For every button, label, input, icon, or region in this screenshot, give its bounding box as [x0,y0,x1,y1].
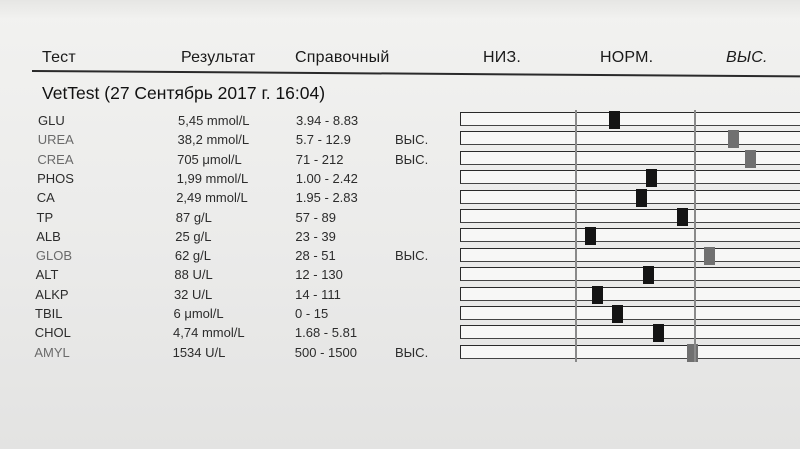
range-bar [460,246,800,265]
result-marker [745,149,756,168]
header-result: Результат [181,49,256,66]
result-marker [728,130,739,149]
result-marker [677,208,688,226]
range-bar [460,285,800,304]
range-graph [460,110,800,362]
test-result: 32 U/L [173,286,213,302]
result-marker [687,343,698,362]
range-bar [460,343,800,362]
high-flag: ВЫС. [395,151,429,167]
header-high: ВЫС. [726,49,768,66]
test-reference: 1.68 - 5.81 [294,325,358,341]
range-bar [460,305,800,323]
test-result: 1534 U/L [172,344,226,360]
test-name: CHOL [34,325,71,341]
result-marker [643,266,654,285]
test-name: CREA [37,151,74,167]
high-flag: ВЫС. [395,248,429,264]
report-title: VetTest (27 Сентябрь 2017 г. 16:04) [42,83,326,103]
test-name: CA [36,190,55,206]
range-bar [460,208,800,226]
normal-high-divider [694,110,696,362]
test-result: 38,2 mmol/L [177,132,250,148]
test-result: 87 g/L [175,209,212,225]
result-marker [609,111,620,129]
test-name: ALT [35,267,59,283]
result-marker [646,169,657,188]
table-row: TP 87 g/L 57 - 89 [0,210,460,229]
table-row: ALB 25 g/L 23 - 39 [0,229,460,248]
table-row: AMYL 1534 U/L 500 - 1500 ВЫС. [0,345,460,364]
test-reference: 1.00 - 2.42 [295,170,358,186]
test-reference: 23 - 39 [295,228,336,244]
test-result: 62 g/L [174,248,211,264]
result-marker [636,188,647,207]
header-low: НИЗ. [483,49,521,66]
header-normal: НОРМ. [600,49,654,66]
result-marker [653,324,664,343]
test-reference: 1.95 - 2.83 [295,190,358,206]
test-reference: 5.7 - 12.9 [295,132,351,148]
test-reference: 0 - 15 [295,306,329,321]
table-row: CHOL 4,74 mmol/L 1.68 - 5.81 [0,325,460,344]
table-row: ALT 88 U/L 12 - 130 [0,267,460,286]
test-name: ALKP [35,286,69,302]
range-bar [460,266,800,285]
range-bar [460,111,800,129]
test-result: 2,49 mmol/L [176,190,248,206]
test-result: 1,99 mmol/L [176,170,249,186]
range-bar [460,324,800,343]
test-reference: 500 - 1500 [294,344,357,360]
test-result: 705 μmol/L [177,151,242,167]
header-divider [31,70,800,78]
range-bar [460,169,800,188]
high-flag: ВЫС. [395,132,429,148]
test-reference: 71 - 212 [295,151,344,167]
result-marker [585,227,596,246]
test-name: UREA [37,132,74,148]
test-name: TBIL [35,306,63,321]
result-marker [612,305,623,323]
result-marker [592,285,603,304]
high-flag: ВЫС. [395,344,429,360]
test-name: PHOS [37,170,74,186]
table-row: GLOB 62 g/L 28 - 51 ВЫС. [0,248,460,267]
test-result: 6 μmol/L [173,306,224,321]
test-name: ALB [36,228,61,244]
result-marker [704,246,715,265]
test-result: 4,74 mmol/L [173,325,245,341]
test-reference: 57 - 89 [295,209,336,225]
test-result: 88 U/L [174,267,213,283]
test-result: 5,45 mmol/L [178,113,250,128]
table-row: CREA 705 μmol/L 71 - 212 ВЫС. [0,152,460,171]
table-row: CA 2,49 mmol/L 1.95 - 2.83 [0,190,460,209]
test-reference: 14 - 111 [295,286,341,302]
test-name: GLU [38,113,65,128]
table-row: TBIL 6 μmol/L 0 - 15 [0,306,460,325]
test-name: GLOB [35,248,73,264]
table-row: GLU 5,45 mmol/L 3.94 - 8.83 [0,113,460,132]
table-row: ALKP 32 U/L 14 - 111 [0,287,460,306]
low-normal-divider [575,110,577,362]
test-reference: 28 - 51 [295,248,336,264]
test-result: 25 g/L [175,228,212,244]
range-bar [460,130,800,149]
range-bar [460,188,800,207]
table-row: PHOS 1,99 mmol/L 1.00 - 2.42 [0,171,460,190]
range-bar [460,227,800,246]
test-name: TP [36,209,54,225]
paper-top-edge [0,0,800,18]
header-reference: Справочный [295,49,390,66]
test-name: AMYL [34,344,70,360]
test-reference: 3.94 - 8.83 [296,113,359,128]
table-row: UREA 38,2 mmol/L 5.7 - 12.9 ВЫС. [0,132,460,151]
test-reference: 12 - 130 [295,267,343,283]
range-bar [460,149,800,168]
header-test: Тест [42,49,76,66]
